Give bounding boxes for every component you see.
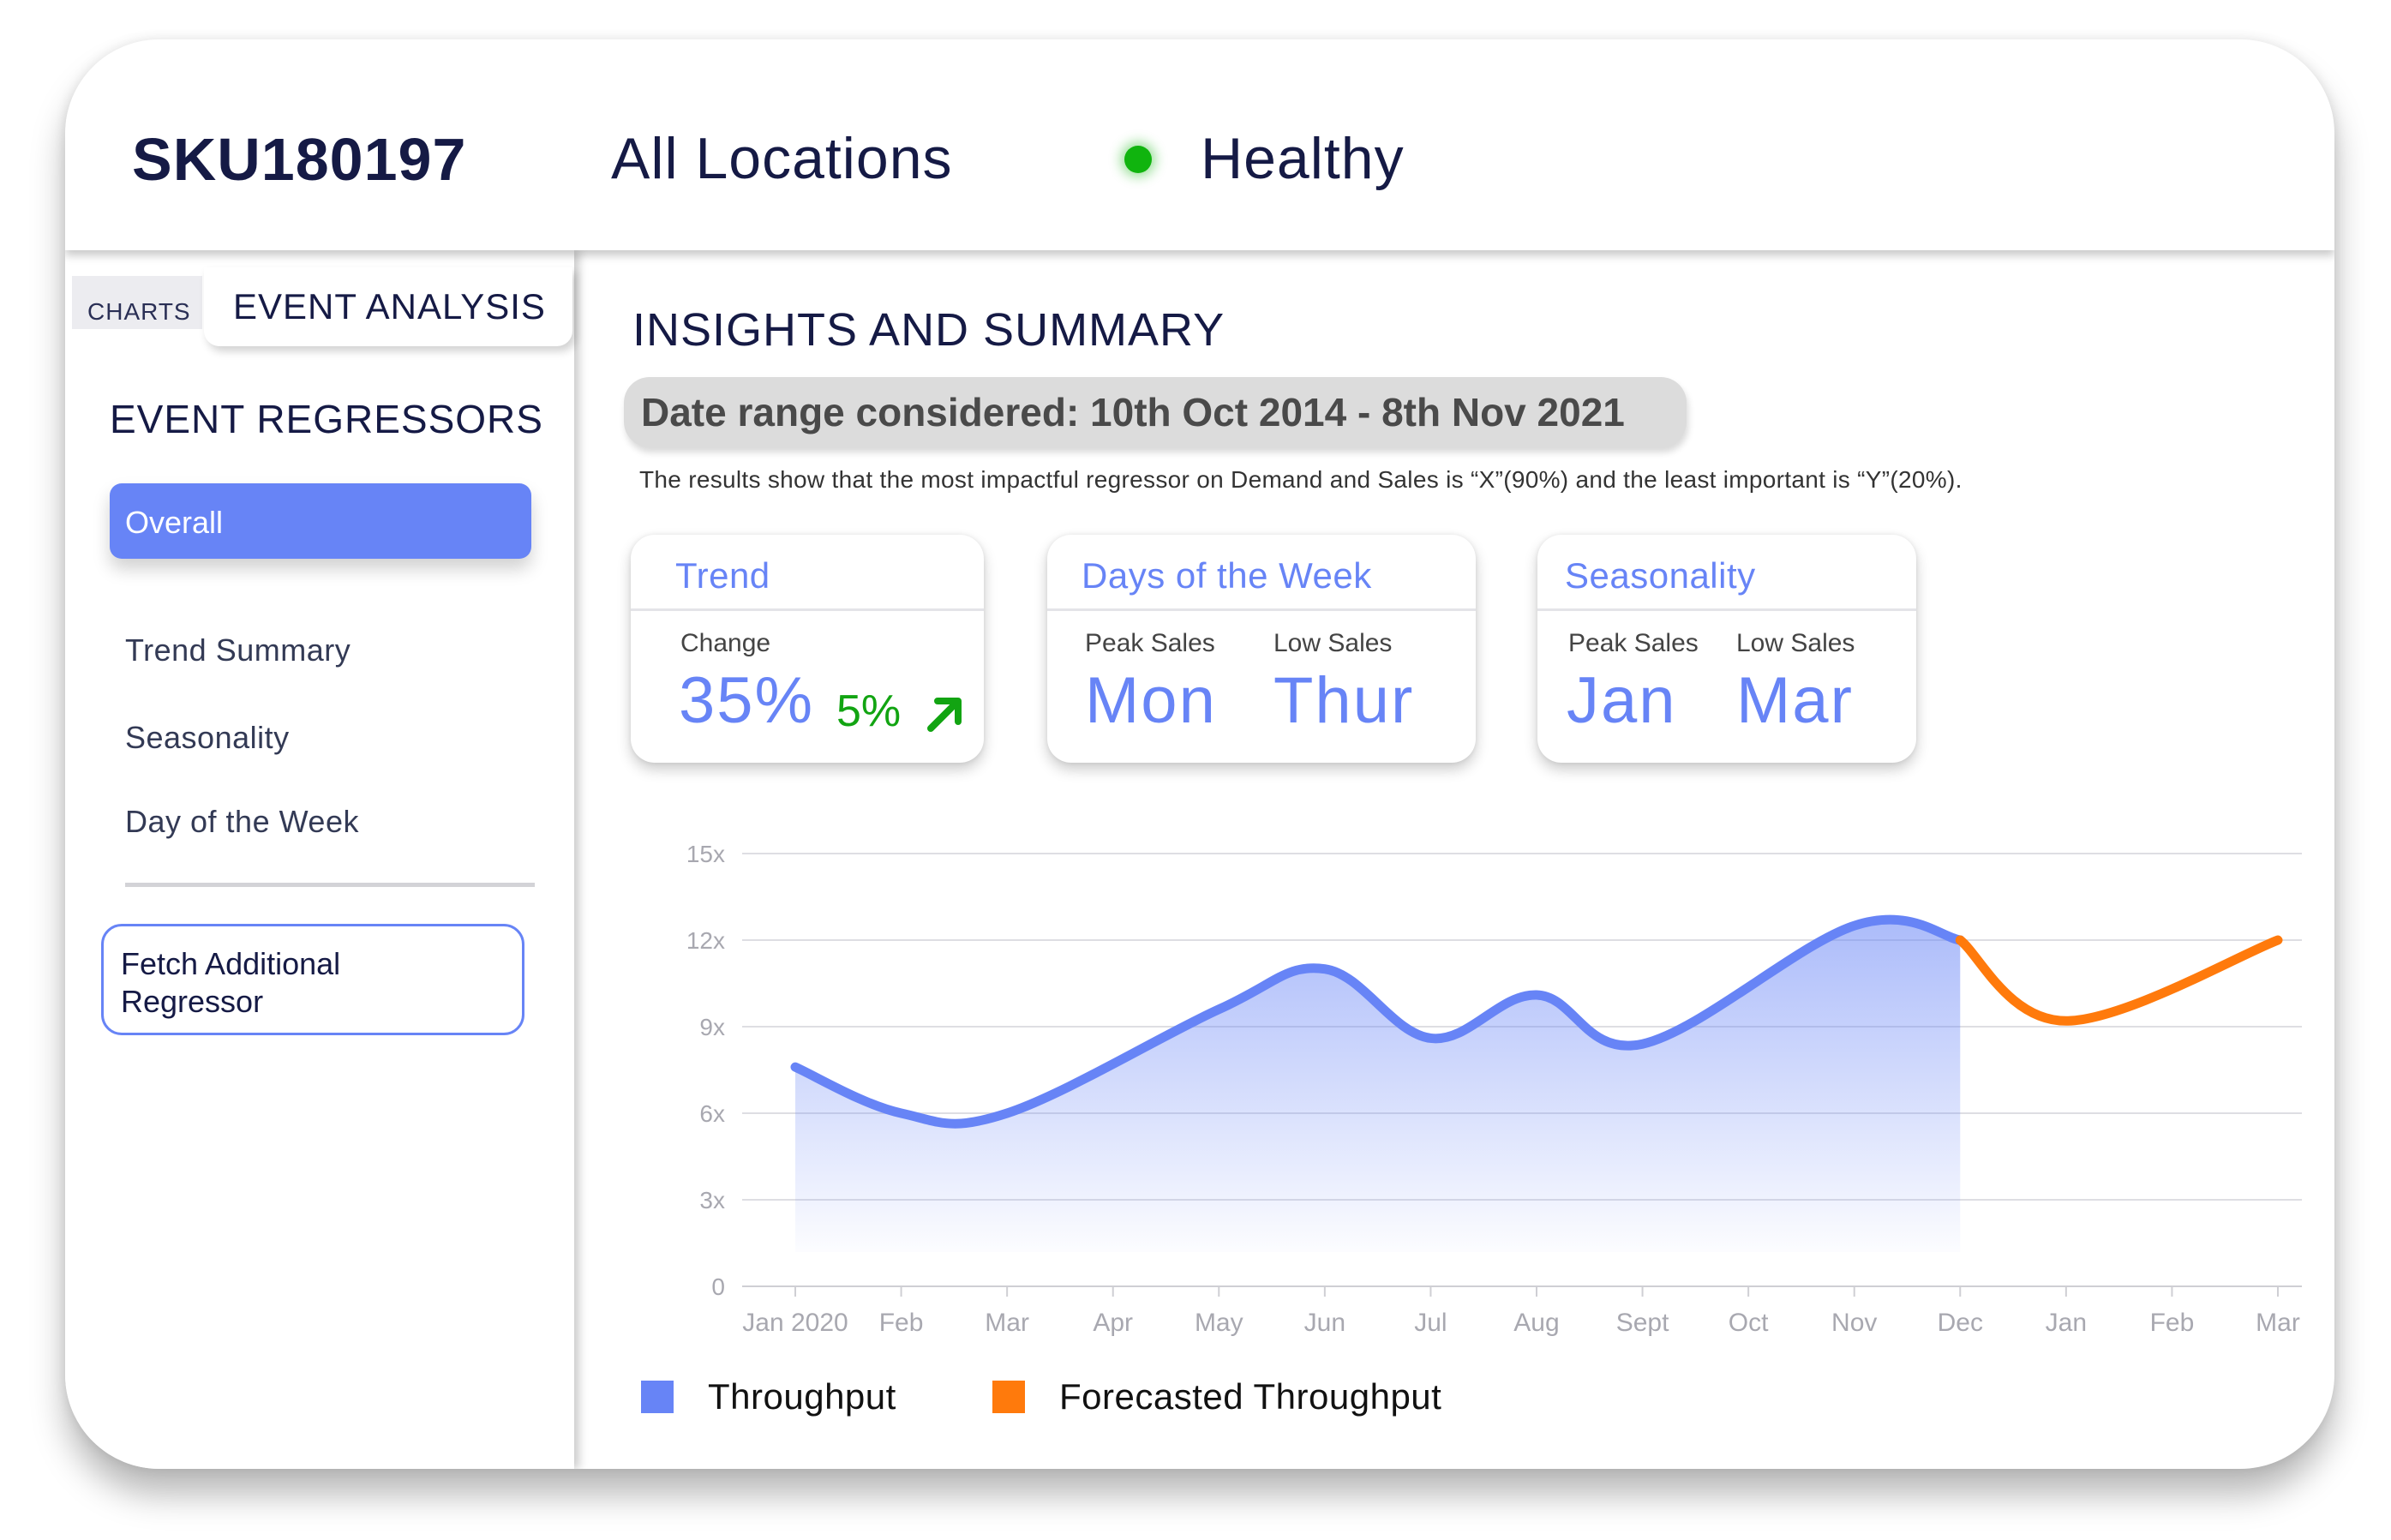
fetch-button-line-1: Fetch Additional [121,946,341,981]
trend-change-value: 35% [679,664,815,737]
tab-charts[interactable]: CHARTS [72,276,202,329]
x-tick-label: Dec [1938,1309,1983,1337]
fetch-button-line-2: Regressor [121,984,264,1019]
season-peak-label: Peak Sales [1568,629,1699,657]
legend-swatch-forecast [992,1381,1025,1413]
x-tick-label: Jun [1304,1309,1345,1337]
x-tick-label: Apr [1093,1309,1133,1337]
days-of-week-card: Days of the Week Peak Sales Low Sales Mo… [1047,535,1476,763]
date-range-badge: Date range considered: 10th Oct 2014 - 8… [624,377,1687,447]
x-tick-label: Feb [2150,1309,2195,1337]
season-low-label: Low Sales [1736,629,1855,657]
seasonality-card: Seasonality Peak Sales Low Sales Jan Mar [1537,535,1916,763]
forecast-line [1955,935,2283,1026]
y-tick-label: 0 [711,1273,725,1300]
seasonality-card-title: Seasonality [1565,555,1756,596]
sidebar: CHARTS EVENT ANALYSIS EVENT REGRESSORS O… [65,250,574,1469]
y-tick-label: 3x [699,1187,725,1213]
dashboard-card: SKU180197 All Locations Healthy CHARTS E… [65,39,2334,1469]
y-tick-label: 6x [699,1100,725,1127]
x-tick-label: Nov [1831,1309,1877,1337]
x-tick-label: Feb [879,1309,924,1337]
card-divider [1537,608,1916,611]
trend-delta-value: 5% [836,686,902,736]
x-tick-label: Jan 2020 [742,1309,848,1337]
sidebar-item-day-of-week[interactable]: Day of the Week [125,804,359,839]
legend-throughput: Throughput [641,1376,896,1417]
y-tick-label: 9x [699,1014,725,1040]
sidebar-item-seasonality[interactable]: Seasonality [125,720,290,755]
x-tick-label: Mar [985,1309,1029,1337]
x-tick-label: May [1195,1309,1243,1337]
legend-label-throughput: Throughput [708,1376,896,1417]
legend-swatch-throughput [641,1381,674,1413]
season-low-value: Mar [1736,664,1854,737]
sidebar-item-trend-summary[interactable]: Trend Summary [125,632,351,668]
trend-change-label: Change [680,629,771,657]
days-low-value: Thur [1273,664,1415,737]
x-tick-label: Jan [2046,1309,2087,1337]
legend-forecast: Forecasted Throughput [992,1376,1441,1417]
days-peak-label: Peak Sales [1085,629,1215,657]
throughput-line [790,914,1965,1129]
x-tick-label: Oct [1729,1309,1769,1337]
fetch-additional-regressor-button[interactable]: Fetch Additional Regressor [101,924,524,1035]
y-tick-label: 12x [686,927,725,954]
days-peak-value: Mon [1085,664,1217,737]
x-tick-label: Aug [1513,1309,1559,1337]
sku-title: SKU180197 [132,126,467,193]
page-title: INSIGHTS AND SUMMARY [632,304,1225,356]
throughput-chart: 0 3x 6x 9x 12x 15x Jan 2020 Feb Mar Apr May Jun Jul A… [686,841,2302,1337]
tab-event-analysis[interactable]: EVENT ANALYSIS [204,267,572,346]
x-tick-label: Mar [2256,1309,2300,1337]
header-bar: SKU180197 All Locations Healthy [65,39,2334,250]
card-divider [1047,608,1476,611]
trend-card-title: Trend [675,555,770,596]
season-peak-value: Jan [1567,664,1677,737]
location-selector[interactable]: All Locations [611,126,953,191]
trend-card: Trend Change 35% 5% [631,535,984,763]
days-low-label: Low Sales [1273,629,1393,657]
arrow-up-right-icon [927,698,962,732]
card-divider [631,608,984,611]
sidebar-divider [125,883,535,887]
x-tick-label: Sept [1616,1309,1669,1337]
status-dot-icon [1124,146,1152,173]
days-card-title: Days of the Week [1082,555,1372,596]
x-tick-label: Jul [1414,1309,1447,1337]
event-regressors-heading: EVENT REGRESSORS [110,397,543,441]
throughput-area [795,920,1961,1252]
legend-label-forecast: Forecasted Throughput [1059,1376,1442,1417]
y-tick-label: 15x [686,841,725,867]
status-label: Healthy [1201,126,1405,191]
summary-text: The results show that the most impactful… [639,466,1963,493]
sidebar-item-overall[interactable]: Overall [110,483,531,559]
